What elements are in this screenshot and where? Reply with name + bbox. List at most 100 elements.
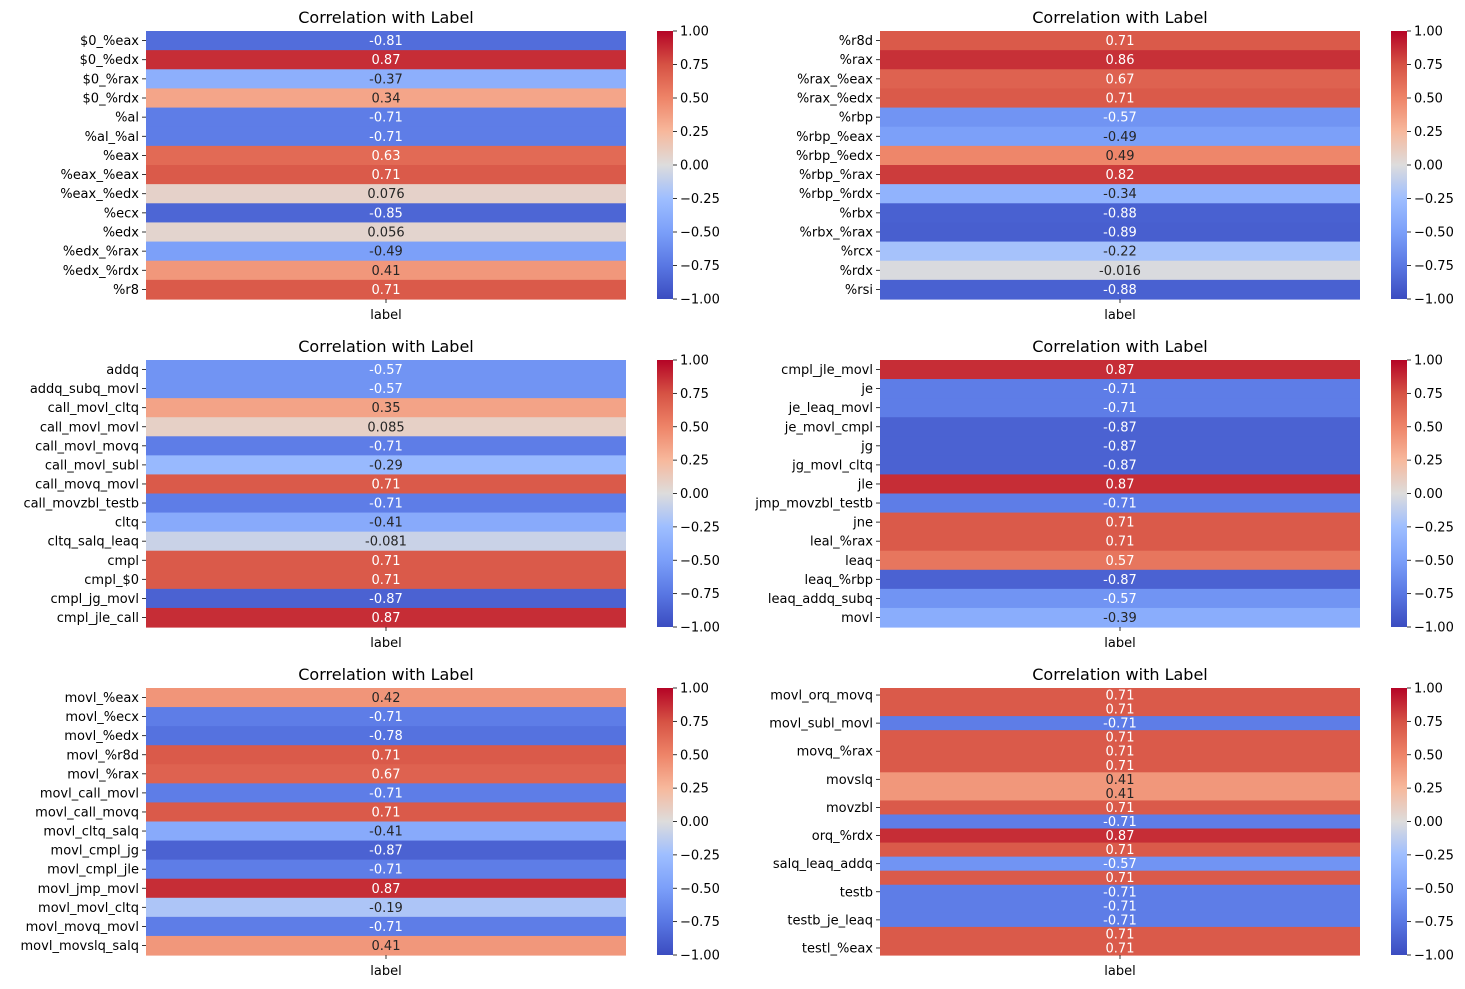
row-tick-label: $0_%rax — [83, 72, 140, 87]
cell-value-label: -0.87 — [1103, 458, 1137, 473]
heatmap-cell — [146, 31, 626, 51]
heatmap-cell — [146, 745, 626, 765]
colorbar — [1391, 31, 1407, 299]
cell-value-label: 0.71 — [1106, 703, 1135, 718]
heatmap-cell — [146, 783, 626, 804]
cell-value-label: 0.71 — [1106, 745, 1135, 760]
row-tick-label: movl_jmp_movl — [38, 882, 139, 897]
colorbar — [1391, 360, 1407, 627]
colorbar — [657, 688, 673, 955]
heatmap-cell — [146, 550, 626, 571]
heatmap-panel-3: Correlation with Label -0.57 addq -0.57 addq… — [23, 337, 719, 651]
row-tick-label: movl_movq_movl — [26, 920, 139, 935]
colorbar-tick-label: 0.25 — [1414, 454, 1443, 469]
heatmap-cell — [146, 512, 626, 533]
row-tick-label: call_movl_cltq — [48, 401, 139, 416]
row-tick-label: %rdx — [840, 264, 874, 279]
row-tick-label: orq_%rdx — [812, 829, 874, 844]
row-tick-label: movl_%rax — [67, 767, 139, 782]
cell-value-label: -0.39 — [1103, 611, 1137, 626]
heatmap-cell — [146, 935, 626, 956]
heatmap-cell — [880, 744, 1360, 759]
cell-value-label: -0.81 — [369, 34, 403, 49]
chart-title: Correlation with Label — [1032, 665, 1208, 684]
colorbar-tick-label: −0.75 — [680, 915, 720, 930]
cell-value-label: 0.67 — [1106, 72, 1135, 87]
row-tick-label: movl_orq_movq — [770, 689, 873, 704]
row-tick-label: movl — [841, 611, 873, 626]
row-tick-label: %eax_%eax — [60, 168, 139, 183]
cell-value-label: 0.82 — [1106, 168, 1135, 183]
heatmap-cell — [146, 859, 626, 880]
row-tick-label: %rax_%eax — [797, 72, 873, 87]
row-tick-label: cltq — [115, 516, 139, 531]
colorbar-tick-label: 0.50 — [680, 748, 709, 763]
row-tick-label: movl_call_movl — [40, 786, 139, 801]
heatmap-cell — [146, 107, 626, 128]
chart-title: Correlation with Label — [298, 665, 474, 684]
row-tick-label: jg_movl_cltq — [791, 458, 873, 473]
cell-value-label: -0.89 — [1103, 226, 1137, 241]
cell-value-label: -0.88 — [1103, 283, 1137, 298]
cell-value-label: 0.41 — [1106, 787, 1135, 802]
colorbar-tick-label: 0.00 — [680, 815, 709, 830]
row-tick-label: leaq — [845, 554, 873, 569]
heatmap-cell — [146, 802, 626, 823]
heatmap-cell — [146, 398, 626, 418]
colorbar-tick-label: 0.75 — [680, 715, 709, 730]
heatmap-cell — [146, 588, 626, 609]
cell-value-label: 0.87 — [372, 882, 401, 897]
cell-value-label: 0.86 — [1106, 53, 1135, 68]
cell-value-label: 0.41 — [1106, 773, 1135, 788]
colorbar-tick-label: −0.75 — [1414, 587, 1454, 602]
cell-value-label: 0.49 — [1106, 149, 1135, 164]
row-tick-label: cmpl_jle_movl — [781, 363, 873, 378]
cell-value-label: 0.71 — [1106, 801, 1135, 816]
colorbar-tick-label: 0.75 — [680, 58, 709, 73]
heatmap-cell — [880, 870, 1360, 886]
colorbar-tick-label: 0.50 — [1414, 92, 1443, 107]
heatmap-cell — [880, 417, 1360, 437]
colorbar-tick-label: 0.00 — [1414, 159, 1443, 174]
heatmap-cell — [146, 878, 626, 899]
colorbar-tick-label: 0.50 — [680, 420, 709, 435]
row-tick-label: %rcx — [841, 245, 874, 260]
heatmap-cell — [146, 569, 626, 590]
chart-title: Correlation with Label — [1032, 337, 1208, 356]
colorbar-tick-label: −0.50 — [1414, 554, 1454, 569]
colorbar-tick-label: 0.00 — [680, 159, 709, 174]
colorbar-tick-label: −0.50 — [680, 226, 720, 241]
heatmap-panel-5: Correlation with Label 0.42 movl_%eax -0.71… — [21, 665, 720, 979]
heatmap-cell — [880, 145, 1360, 166]
cell-value-label: -0.57 — [1103, 111, 1137, 126]
row-tick-label: %al — [115, 111, 139, 126]
row-tick-label: je_movl_cmpl — [784, 420, 873, 435]
row-tick-label: movl_%eax — [65, 691, 140, 706]
heatmap-cell — [146, 493, 626, 514]
row-tick-label: %rbp_%edx — [796, 149, 873, 164]
heatmap-cell — [146, 436, 626, 456]
heatmap-cell — [146, 688, 626, 708]
row-tick-label: $0_%edx — [80, 53, 140, 68]
heatmap-cell — [880, 772, 1360, 787]
colorbar-tick-label: −0.25 — [1414, 848, 1454, 863]
heatmap-cell — [146, 69, 626, 90]
colorbar-tick-label: −0.50 — [680, 554, 720, 569]
heatmap-cell — [146, 821, 626, 842]
row-tick-label: testl_%eax — [802, 941, 873, 956]
row-tick-label: leaq_addq_subq — [768, 592, 873, 607]
chart-title: Correlation with Label — [298, 8, 474, 27]
row-tick-label: movl_movl_cltq — [38, 901, 139, 916]
cell-value-label: 0.57 — [1106, 554, 1135, 569]
row-tick-label: movl_cmpl_jg — [51, 844, 139, 859]
heatmap-cell — [880, 398, 1360, 418]
colorbar-tick-label: 0.50 — [1414, 748, 1443, 763]
row-tick-label: $0_%eax — [80, 34, 139, 49]
heatmap-cell — [146, 50, 626, 70]
heatmap-cell — [146, 531, 626, 552]
cell-value-label: 0.71 — [372, 168, 401, 183]
row-tick-label: je — [860, 382, 873, 397]
colorbar-tick-label: 0.25 — [680, 454, 709, 469]
row-tick-label: %rax — [840, 53, 874, 68]
row-tick-label: movzbl — [826, 801, 873, 816]
